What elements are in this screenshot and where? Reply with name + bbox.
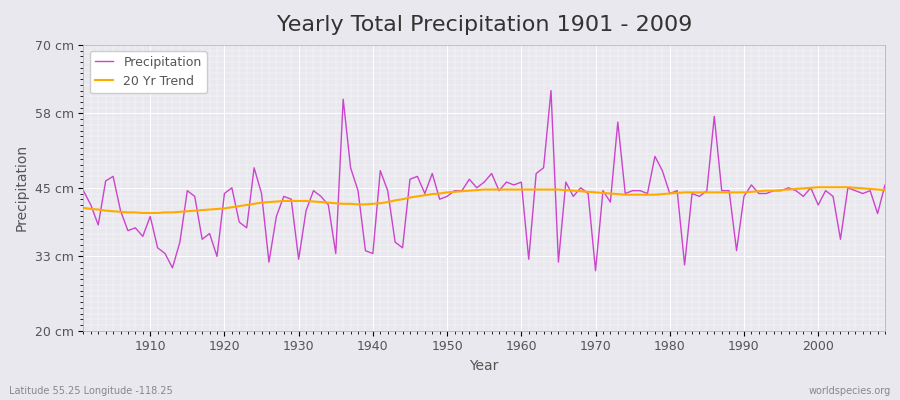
Precipitation [138, 234, 148, 239]
20 Yr Trend [353, 202, 364, 207]
20 Yr Trend [879, 188, 890, 192]
X-axis label: Year: Year [470, 359, 499, 373]
20 Yr Trend [138, 210, 148, 215]
Precipitation [301, 208, 311, 213]
20 Yr Trend [145, 210, 156, 215]
Text: worldspecies.org: worldspecies.org [809, 386, 891, 396]
Title: Yearly Total Precipitation 1901 - 2009: Yearly Total Precipitation 1901 - 2009 [276, 15, 692, 35]
Precipitation [516, 180, 526, 184]
20 Yr Trend [78, 206, 89, 210]
Precipitation [620, 191, 631, 196]
20 Yr Trend [612, 192, 623, 196]
20 Yr Trend [516, 187, 526, 192]
Legend: Precipitation, 20 Yr Trend: Precipitation, 20 Yr Trend [90, 51, 207, 93]
Precipitation [78, 188, 89, 193]
Precipitation [879, 182, 890, 187]
20 Yr Trend [308, 199, 319, 204]
20 Yr Trend [523, 187, 534, 192]
Y-axis label: Precipitation: Precipitation [15, 144, 29, 231]
20 Yr Trend [813, 185, 824, 190]
Line: 20 Yr Trend: 20 Yr Trend [84, 187, 885, 213]
Precipitation [346, 165, 356, 170]
Text: Latitude 55.25 Longitude -118.25: Latitude 55.25 Longitude -118.25 [9, 386, 173, 396]
Line: Precipitation: Precipitation [84, 91, 885, 271]
Precipitation [590, 268, 601, 273]
Precipitation [545, 88, 556, 93]
Precipitation [508, 182, 519, 187]
